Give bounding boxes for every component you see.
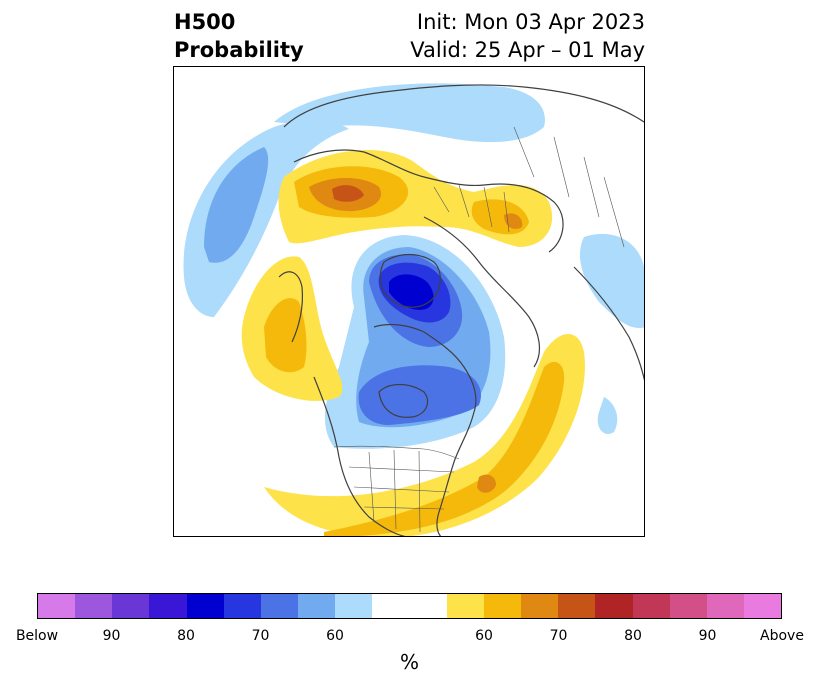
colorbar-segment: [706, 594, 744, 618]
coastline-alaska: [278, 271, 304, 343]
colorbar-segment: [743, 594, 782, 618]
below-80-canada: [364, 391, 399, 423]
below-60-east-asia: [580, 233, 644, 328]
above-80-russia: [504, 213, 523, 229]
coastline-greenland: [379, 253, 441, 308]
colorbar-segment: [558, 594, 596, 618]
colorbar: [37, 593, 782, 619]
anomaly-below-peak: [389, 274, 434, 310]
colorbar-tick-label: 90: [102, 628, 121, 644]
colorbar-tick-label: 60: [475, 628, 493, 644]
above-70-north-atlantic: [324, 362, 565, 536]
colorbar-tick-label: 70: [251, 628, 270, 644]
anomaly-above-90: [332, 185, 364, 202]
coastline-hudson-bay: [378, 383, 429, 418]
colorbar-segment: [298, 594, 336, 618]
colorbar-segment: [75, 594, 113, 618]
colorbar-tick-label: Below: [15, 628, 59, 644]
border-europe-1: [433, 184, 510, 233]
coastline-north-america-west: [313, 376, 406, 536]
border-usa-canada: [333, 445, 460, 460]
colorbar-segment: [409, 594, 447, 618]
above-80-atlantic: [477, 474, 496, 493]
border-us-states-1: [348, 466, 455, 510]
title-init: Init: Mon 03 Apr 2023: [416, 10, 645, 34]
colorbar-segment: [372, 594, 410, 618]
colorbar-segment: [149, 594, 187, 618]
colorbar-tick-label: 80: [177, 628, 195, 644]
colorbar-segment: [223, 594, 261, 618]
title-product: Probability: [174, 38, 304, 62]
colorbar-segment: [38, 594, 76, 618]
above-90-europe: [332, 185, 364, 202]
above-70-pacific: [264, 298, 307, 373]
probability-map: [173, 66, 645, 537]
below-60-pacific-small: [597, 397, 618, 435]
border-us-states-2: [368, 449, 421, 533]
coastline-eurasia: [283, 84, 644, 128]
title-valid: Valid: 25 Apr – 01 May: [410, 38, 645, 62]
colorbar-unit-label: %: [399, 650, 419, 674]
chart-title-left: H500 Probability: [174, 8, 304, 64]
colorbar-segment: [521, 594, 559, 618]
coastline-europe-scandinavia: [293, 149, 564, 253]
colorbar-segment: [483, 594, 522, 618]
coastline-russia-arctic: [423, 216, 541, 368]
colorbar-segment: [632, 594, 670, 618]
coastline-east-asia: [573, 266, 644, 381]
political-borders: [333, 126, 625, 533]
colorbar-segment: [669, 594, 707, 618]
colorbar-segment: [595, 594, 633, 618]
below-60-siberia-arc: [274, 83, 545, 143]
below-peak-arctic: [389, 274, 434, 310]
colorbar-tick-label: 90: [698, 628, 717, 644]
chart-title-right: Init: Mon 03 Apr 2023 Valid: 25 Apr – 01…: [410, 8, 645, 64]
colorbar-tick-label: 60: [326, 628, 344, 644]
colorbar-tick-label: Above: [760, 628, 804, 644]
colorbar-segment: [260, 594, 299, 618]
below-70-northwest-pacific: [204, 147, 269, 263]
colorbar-tick-labels: Below 90 80 70 60 60 70 80 90 Above: [0, 628, 819, 648]
colorbar-tick-label: 70: [549, 628, 568, 644]
colorbar-tick-label: 80: [624, 628, 642, 644]
title-variable: H500: [174, 10, 236, 34]
below-60-northwest-pacific: [183, 120, 349, 317]
border-asia-1: [513, 126, 625, 248]
colorbar-segment: [186, 594, 224, 618]
colorbar-segment: [112, 594, 150, 618]
coastline-canada-arctic: [373, 323, 477, 413]
map-svg: [183, 83, 644, 536]
coastline-north-america-east: [436, 411, 475, 536]
colorbar-segment: [335, 594, 373, 618]
colorbar-segment: [446, 594, 484, 618]
coastlines: [278, 84, 644, 536]
